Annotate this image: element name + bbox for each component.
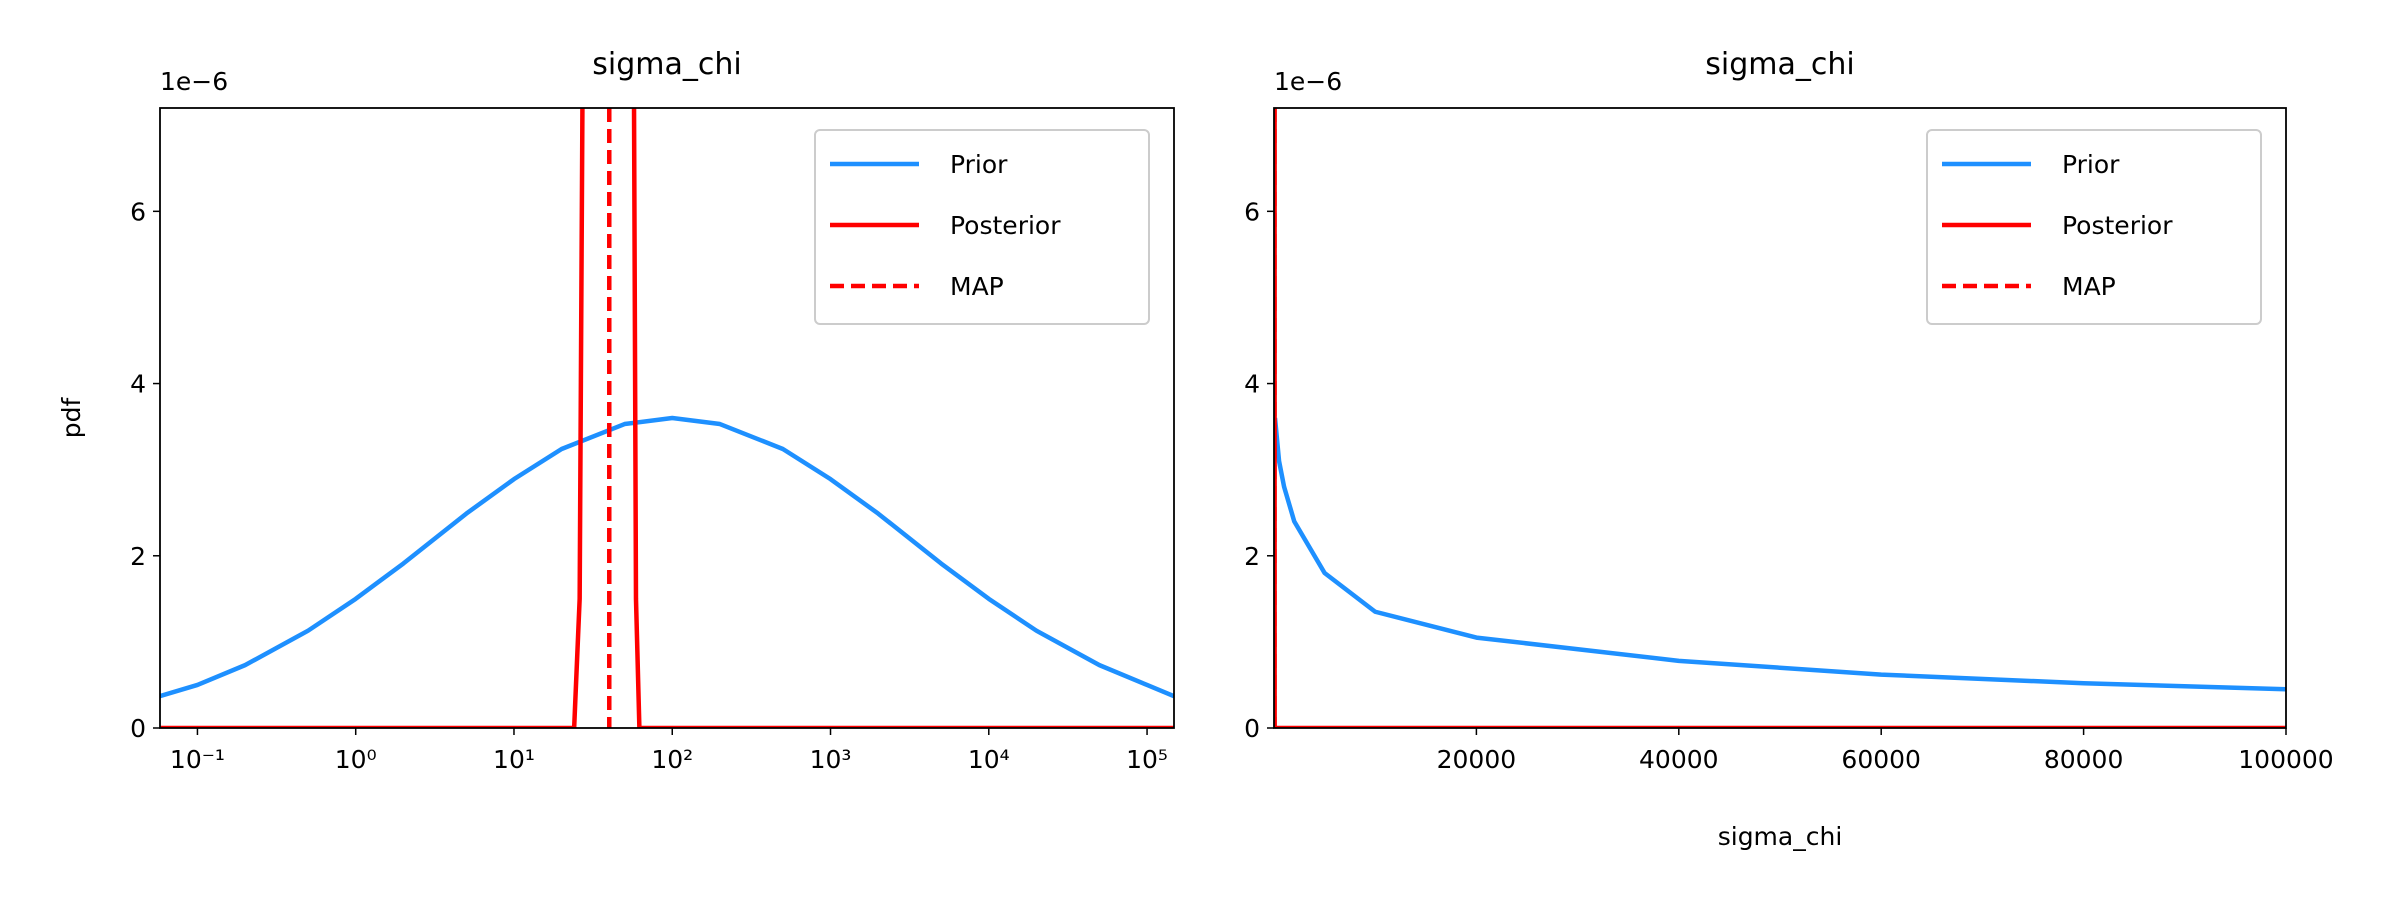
x-tick-label: 80000 [2044,745,2124,774]
legend-label: Posterior [950,211,1061,240]
legend-label: Prior [2062,150,2120,179]
x-tick-label: 10⁻¹ [170,745,225,774]
y-tick-label: 6 [1244,197,1260,226]
series-line [1274,417,2286,692]
legend-label: MAP [2062,272,2116,301]
axes-frame [1273,107,2287,729]
series-line [160,415,1174,699]
x-tick-label: 40000 [1639,745,1719,774]
x-axis-label: sigma_chi [1718,822,1843,851]
y-tick-label: 0 [130,714,146,743]
legend-label: Posterior [2062,211,2173,240]
y-axis-label: pdf [57,397,86,439]
y-tick-label: 0 [1244,714,1260,743]
x-tick-label: 10⁰ [335,745,377,774]
x-tick-label: 60000 [1841,745,1921,774]
y-tick-label: 2 [1244,542,1260,571]
legend-box [1926,129,2262,325]
series-line [160,108,1174,728]
legend-label: MAP [950,272,1004,301]
y-offset-label: 1e−6 [1274,67,1342,96]
y-offset-label: 1e−6 [160,67,228,96]
y-tick-label: 2 [130,542,146,571]
x-tick-label: 20000 [1437,745,1517,774]
legend-box [814,129,1150,325]
plot-area [160,108,1174,728]
y-tick-label: 6 [130,197,146,226]
x-tick-label: 10¹ [493,745,535,774]
x-tick-label: 10⁵ [1126,745,1168,774]
x-tick-label: 10⁴ [968,745,1010,774]
plot-area [1274,108,2286,728]
legend-label: Prior [950,150,1008,179]
chart-title: sigma_chi [592,47,741,82]
x-tick-label: 100000 [2238,745,2333,774]
x-tick-label: 10² [651,745,693,774]
axes-frame [159,107,1175,729]
chart-title: sigma_chi [1705,47,1854,82]
y-tick-label: 4 [1244,370,1260,399]
y-tick-label: 4 [130,370,146,399]
x-tick-label: 10³ [810,745,852,774]
series-line [1274,108,2286,728]
